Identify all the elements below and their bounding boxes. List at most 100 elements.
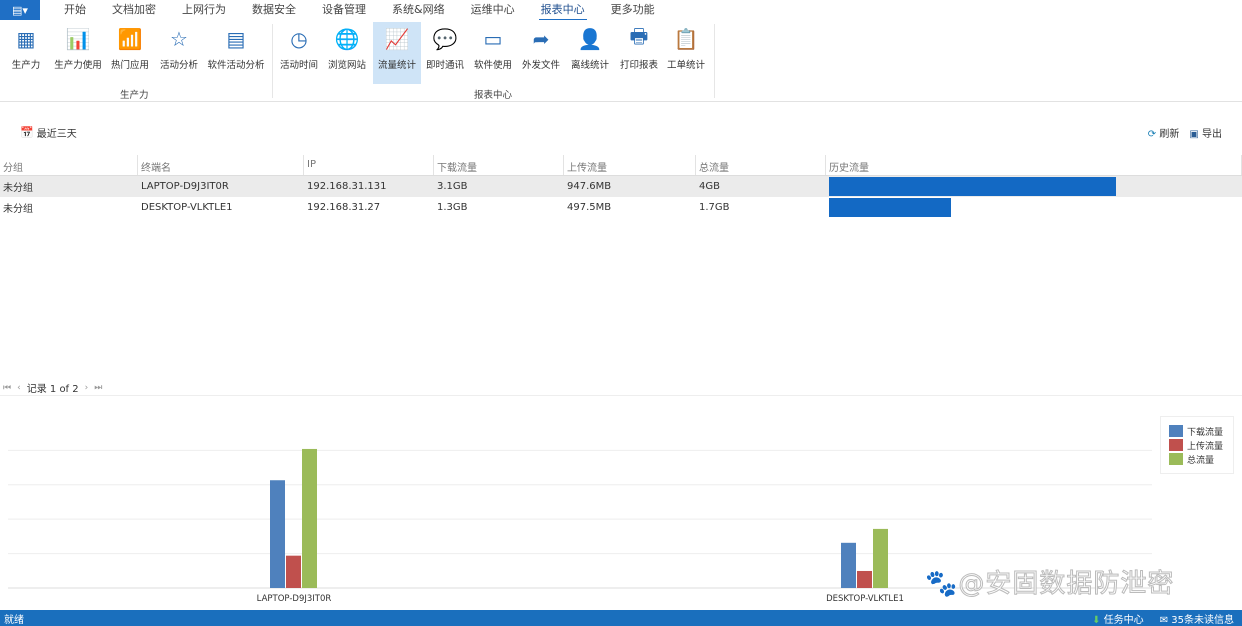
chart-legend: 下载流量上传流量总流量 bbox=[1160, 416, 1234, 474]
x-tick-label: LAPTOP-D9J3IT0R bbox=[257, 594, 332, 604]
group-label-productivity: 生产力 bbox=[120, 90, 149, 101]
ribbon-button-label: 浏览网站 bbox=[327, 60, 366, 71]
column-header-0[interactable]: 分组 bbox=[0, 155, 138, 175]
date-range-button[interactable]: 📅 最近三天 bbox=[20, 125, 77, 140]
tab-8[interactable]: 更多功能 bbox=[610, 3, 655, 16]
refresh-label: 刷新 bbox=[1159, 129, 1180, 140]
last-page-button[interactable]: ⏭ bbox=[94, 382, 103, 393]
export-button[interactable]: ▣ 导出 bbox=[1189, 125, 1222, 140]
cell-history bbox=[826, 198, 1242, 217]
legend-swatch bbox=[1169, 439, 1183, 451]
cell-ip: 192.168.31.131 bbox=[307, 181, 387, 192]
ribbon-button-11[interactable]: 👤 离线统计 bbox=[568, 22, 612, 84]
ribbon-button-3[interactable]: ☆ 活动分析 bbox=[156, 22, 202, 84]
tab-3[interactable]: 数据安全 bbox=[252, 3, 296, 16]
doc-star-icon: ☆ bbox=[170, 27, 188, 51]
calendar-icon: 📅 bbox=[20, 126, 34, 139]
column-header-5[interactable]: 总流量 bbox=[696, 155, 826, 175]
column-header-6[interactable]: 历史流量 bbox=[826, 155, 1242, 175]
export-icon: ▣ bbox=[1189, 129, 1199, 140]
ribbon-button-label: 软件使用 bbox=[473, 60, 512, 71]
doc-chart-icon: 📊 bbox=[65, 27, 91, 51]
user-info-icon: 👤 bbox=[577, 27, 603, 51]
ribbon-button-10[interactable]: ➦ 外发文件 bbox=[518, 22, 564, 84]
ribbon-button-label: 外发文件 bbox=[521, 60, 560, 71]
cell-name: DESKTOP-VLKTLE1 bbox=[141, 202, 233, 213]
status-bar: 就绪 ⬇ 任务中心 ✉ 35条未读信息 bbox=[0, 610, 1242, 626]
bar-0-0 bbox=[270, 480, 285, 588]
tab-5[interactable]: 系统&网络 bbox=[392, 3, 445, 16]
legend-swatch bbox=[1169, 453, 1183, 465]
bar-1-1 bbox=[857, 570, 872, 588]
ribbon-button-4[interactable]: ▤ 软件活动分析 bbox=[204, 22, 268, 84]
next-page-button[interactable]: › bbox=[84, 382, 89, 393]
ribbon-button-label: 生产力使用 bbox=[54, 60, 102, 71]
ribbon-button-label: 打印报表 bbox=[619, 60, 658, 71]
file-export-icon: ➦ bbox=[532, 27, 550, 51]
ribbon-button-0[interactable]: ▦ 生产力 bbox=[4, 22, 48, 84]
date-range-label: 最近三天 bbox=[36, 129, 77, 140]
ribbon-button-2[interactable]: 📶 热门应用 bbox=[106, 22, 154, 84]
history-traffic-bar bbox=[829, 177, 1116, 196]
download-icon: ⬇ bbox=[1092, 614, 1101, 626]
app-menu-button[interactable]: ▤▾ bbox=[0, 0, 40, 20]
globe-icon: 🌐 bbox=[334, 27, 360, 51]
legend-item: 总流量 bbox=[1169, 452, 1233, 466]
ribbon-button-13[interactable]: 📋 工单统计 bbox=[664, 22, 708, 84]
cell-down: 3.1GB bbox=[437, 181, 468, 192]
window-user-icon: ▭ bbox=[483, 27, 503, 51]
messages-button[interactable]: ✉ 35条未读信息 bbox=[1160, 611, 1234, 626]
ribbon-button-9[interactable]: ▭ 软件使用 bbox=[470, 22, 516, 84]
table-row[interactable]: 未分组 LAPTOP-D9J3IT0R 192.168.31.131 3.1GB 947… bbox=[0, 176, 1242, 197]
ribbon-button-label: 活动分析 bbox=[159, 60, 198, 71]
ribbon-button-6[interactable]: 🌐 浏览网站 bbox=[324, 22, 370, 84]
table-body: 未分组 LAPTOP-D9J3IT0R 192.168.31.131 3.1GB 947… bbox=[0, 176, 1242, 218]
legend-label: 上传流量 bbox=[1187, 441, 1224, 452]
grid-icon: ▦ bbox=[16, 27, 36, 51]
task-center-button[interactable]: ⬇ 任务中心 bbox=[1092, 611, 1144, 626]
cell-total: 1.7GB bbox=[699, 202, 730, 213]
bar-2-1 bbox=[873, 528, 888, 588]
ribbon-button-12[interactable]: 🖶 打印报表 bbox=[616, 22, 662, 84]
status-text: 就绪 bbox=[4, 614, 24, 626]
legend-item: 下载流量 bbox=[1169, 424, 1233, 438]
cell-name: LAPTOP-D9J3IT0R bbox=[141, 181, 229, 192]
column-header-3[interactable]: 下载流量 bbox=[434, 155, 564, 175]
tab-2[interactable]: 上网行为 bbox=[182, 3, 226, 16]
legend-item: 上传流量 bbox=[1169, 438, 1233, 452]
group-label-reports: 报表中心 bbox=[474, 90, 513, 101]
ribbon-button-label: 流量统计 bbox=[377, 60, 416, 71]
cell-ip: 192.168.31.27 bbox=[307, 202, 381, 213]
first-page-button[interactable]: ⏮ bbox=[3, 382, 12, 393]
bars-icon: 📶 bbox=[117, 27, 143, 51]
traffic-table: 分组 终端名 IP 下载流量 上传流量 总流量 历史流量 未分组 LAPTOP-D9J3IT0… bbox=[0, 155, 1242, 218]
ribbon-button-1[interactable]: 📊 生产力使用 bbox=[50, 22, 106, 84]
ribbon-button-5[interactable]: ◷ 活动时间 bbox=[276, 22, 322, 84]
tab-1[interactable]: 文档加密 bbox=[112, 3, 156, 16]
tab-4[interactable]: 设备管理 bbox=[322, 3, 366, 16]
cell-up: 497.5MB bbox=[567, 202, 612, 213]
ribbon-button-label: 工单统计 bbox=[666, 60, 705, 71]
ribbon-button-7[interactable]: 📈 流量统计 bbox=[373, 22, 421, 84]
chat-icon: 💬 bbox=[432, 27, 458, 51]
column-header-2[interactable]: IP bbox=[304, 155, 434, 175]
traffic-chart-icon: 📈 bbox=[384, 27, 410, 51]
history-traffic-bar bbox=[829, 198, 951, 217]
tab-6[interactable]: 运维中心 bbox=[470, 3, 515, 16]
cell-down: 1.3GB bbox=[437, 202, 468, 213]
group-separator bbox=[272, 24, 273, 98]
tab-7[interactable]: 报表中心 bbox=[538, 0, 587, 21]
cell-group: 未分组 bbox=[3, 204, 33, 215]
legend-swatch bbox=[1169, 425, 1183, 437]
ribbon-button-8[interactable]: 💬 即时通讯 bbox=[422, 22, 468, 84]
mail-icon: ✉ bbox=[1159, 614, 1169, 626]
legend-label: 总流量 bbox=[1187, 455, 1215, 466]
column-header-1[interactable]: 终端名 bbox=[138, 155, 304, 175]
export-label: 导出 bbox=[1202, 129, 1222, 140]
refresh-button[interactable]: ⟳ 刷新 bbox=[1148, 125, 1180, 140]
printer-icon: 🖶 bbox=[629, 24, 649, 48]
table-row[interactable]: 未分组 DESKTOP-VLKTLE1 192.168.31.27 1.3GB 497.… bbox=[0, 197, 1242, 218]
prev-page-button[interactable]: ‹ bbox=[17, 382, 21, 393]
tab-0[interactable]: 开始 bbox=[64, 3, 86, 16]
column-header-4[interactable]: 上传流量 bbox=[564, 155, 696, 175]
